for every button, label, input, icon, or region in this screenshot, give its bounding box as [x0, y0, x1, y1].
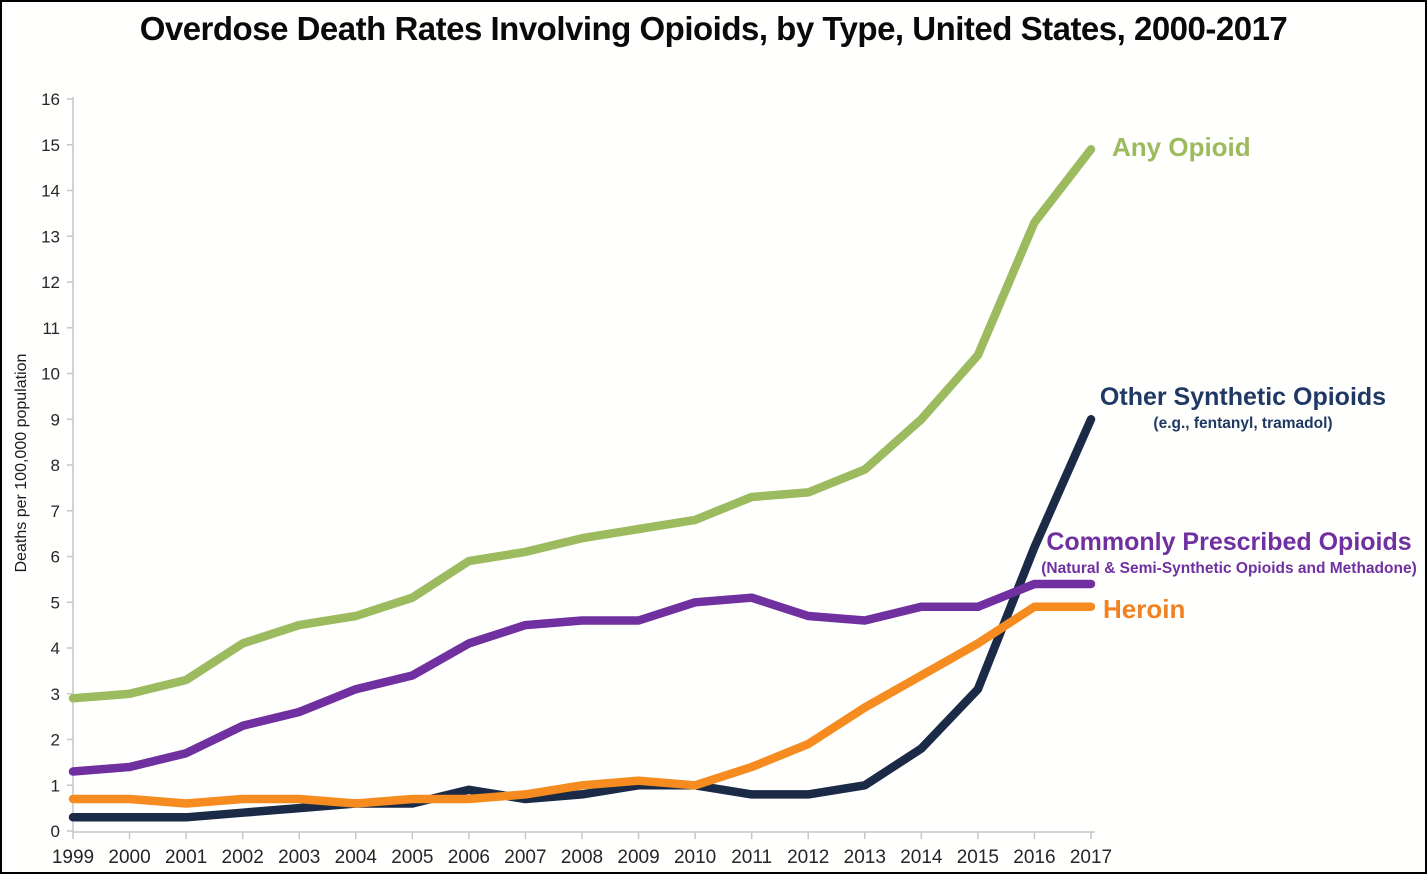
series-line-0	[68, 145, 1096, 703]
y-tick-label: 11	[42, 319, 60, 338]
x-tick-label: 2002	[222, 847, 264, 868]
series-label-commonly-prescribed-opioids-subtitle: (Natural & Semi-Synthetic Opioids and Me…	[1041, 560, 1417, 577]
x-tick-label: 2014	[900, 847, 943, 868]
x-tick-label: 2015	[957, 847, 999, 868]
series-label-any-opioid: Any Opioid	[1112, 132, 1251, 162]
x-tick-label: 2001	[165, 847, 207, 868]
x-tick-label: 2017	[1070, 847, 1112, 868]
series-label-commonly-prescribed-opioids-name: Commonly Prescribed Opioids	[1046, 528, 1412, 556]
x-tick-label: 1999	[52, 847, 94, 868]
y-tick-label: 14	[41, 182, 60, 201]
y-tick-label: 16	[41, 90, 60, 109]
x-tick-label: 2012	[787, 847, 829, 868]
x-tick-label: 2003	[278, 847, 320, 868]
y-tick-label: 7	[51, 502, 60, 521]
series-label-other-synthetic-opioids-name: Other Synthetic Opioids	[1099, 383, 1387, 411]
y-tick-label: 9	[51, 410, 60, 429]
series-label-other-synthetic-opioids: Other Synthetic Opioids (e.g., fentanyl,…	[1078, 383, 1408, 433]
series-label-other-synthetic-opioids-subtitle: (e.g., fentanyl, tramadol)	[1153, 415, 1333, 432]
series-label-commonly-prescribed-opioids: Commonly Prescribed Opioids (Natural & S…	[1030, 528, 1425, 578]
x-tick-label: 2013	[844, 847, 886, 868]
x-tick-label: 2011	[731, 847, 772, 868]
x-tick-label: 2006	[448, 847, 490, 868]
x-tick-label: 2007	[504, 847, 546, 868]
chart-title: Overdose Death Rates Involving Opioids, …	[139, 10, 1288, 47]
series-label-heroin: Heroin	[1103, 594, 1186, 624]
x-tick-label: 2008	[561, 847, 603, 868]
x-tick-label: 2010	[674, 847, 716, 868]
x-tick-label: 2000	[108, 847, 150, 868]
x-tick-label: 2004	[335, 847, 378, 868]
x-tick-label: 2005	[391, 847, 433, 868]
y-tick-label: 2	[51, 731, 60, 750]
x-tick-label: 2016	[1013, 847, 1055, 868]
y-tick-label: 1	[51, 776, 60, 795]
y-tick-label: 15	[41, 136, 60, 155]
y-tick-label: 4	[51, 639, 60, 658]
series-line-1	[68, 415, 1096, 822]
y-tick-label: 6	[51, 548, 60, 567]
x-tick-label: 2009	[617, 847, 659, 868]
series-line-2	[68, 579, 1096, 776]
y-tick-label: 13	[41, 227, 60, 246]
y-tick-label: 8	[51, 456, 60, 475]
y-tick-label: 0	[51, 822, 60, 841]
y-tick-label: 5	[51, 593, 60, 612]
y-tick-label: 12	[41, 273, 60, 292]
series-line-3	[68, 602, 1096, 808]
y-tick-label: 3	[51, 685, 60, 704]
y-tick-label: 10	[41, 365, 60, 384]
